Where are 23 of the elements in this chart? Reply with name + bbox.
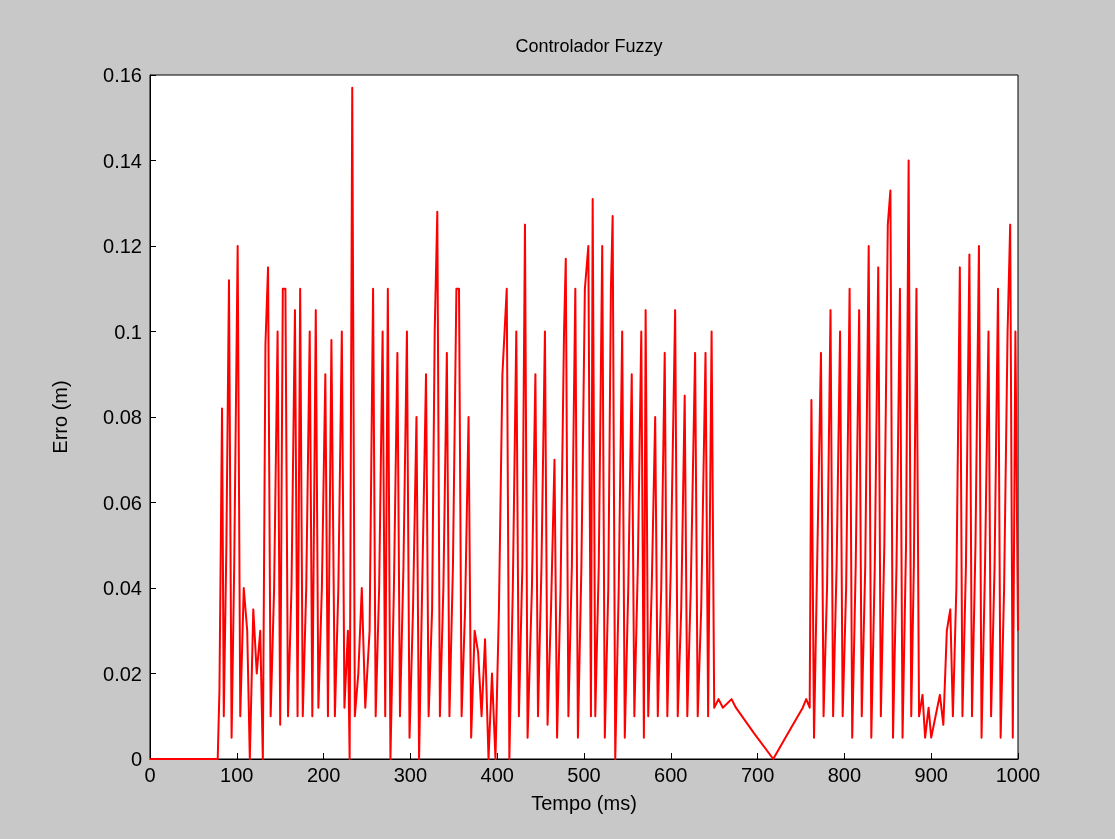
x-axis-title: Tempo (ms) xyxy=(531,792,637,814)
x-tick-label: 400 xyxy=(480,764,514,786)
x-tick-label: 500 xyxy=(567,764,601,786)
x-tick-label: 300 xyxy=(393,764,428,786)
chart-title: Controlador Fuzzy xyxy=(515,36,663,56)
y-tick-label: 0.1 xyxy=(114,320,142,343)
x-tick-label: 200 xyxy=(306,764,341,786)
x-tick-label: 0 xyxy=(144,764,156,786)
y-tick-label: 0.06 xyxy=(103,491,142,514)
x-tick-label: 1000 xyxy=(995,764,1041,786)
y-tick-label: 0.16 xyxy=(103,64,142,86)
x-tick-label: 600 xyxy=(654,764,688,786)
x-tick-label: 100 xyxy=(220,764,254,786)
y-tick-label: 0.14 xyxy=(103,149,142,172)
y-tick-label: 0.04 xyxy=(103,577,142,599)
y-tick-label: 0.12 xyxy=(103,235,142,257)
y-axis-title: Erro (m) xyxy=(49,380,71,454)
y-tick-label: 0.08 xyxy=(103,406,142,428)
y-tick-label: 0 xyxy=(130,748,142,770)
x-tick-label: 900 xyxy=(914,764,948,786)
y-tick-label: 0.02 xyxy=(103,662,142,685)
x-tick-label: 800 xyxy=(827,764,862,786)
x-tick-label: 700 xyxy=(740,764,775,786)
